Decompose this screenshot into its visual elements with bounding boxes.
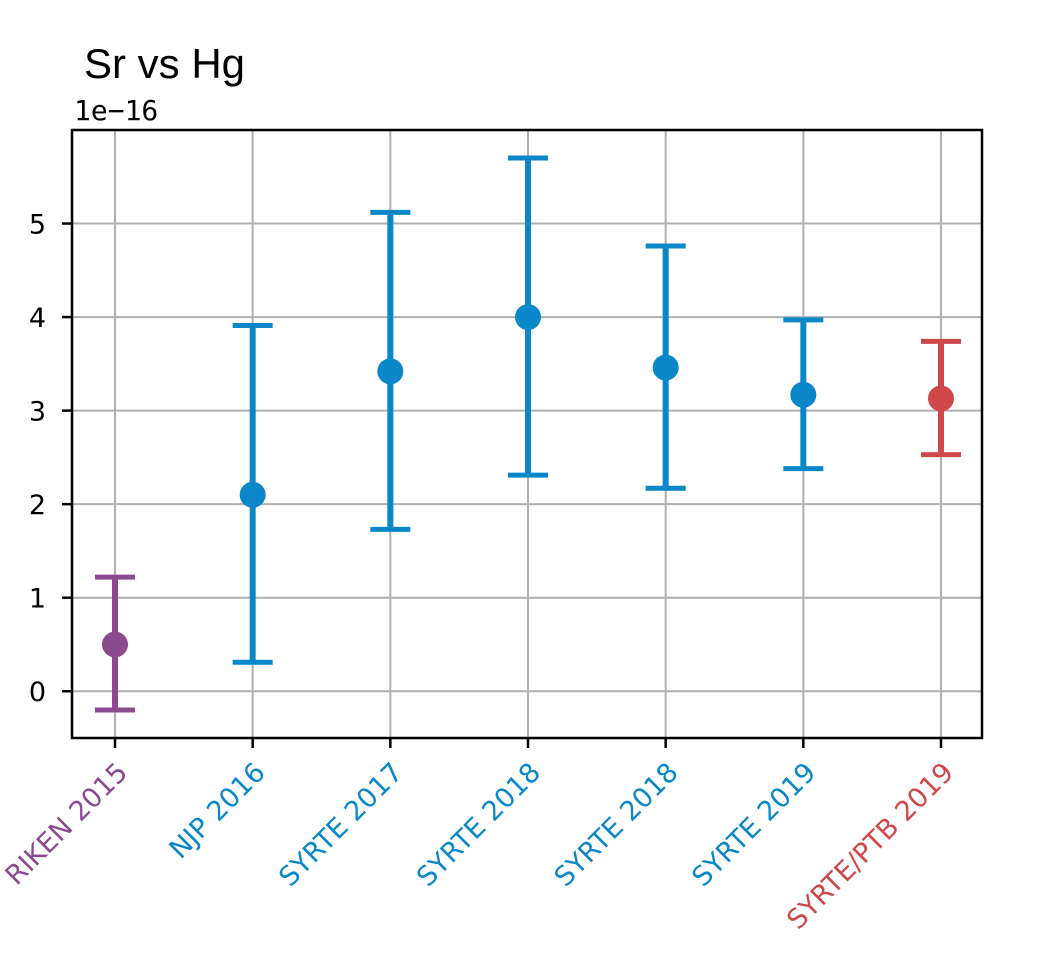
y-tick-label: 1 (29, 584, 46, 615)
data-point (239, 481, 266, 508)
x-axis: RIKEN 2015 NJP 2016 SYRTE 2017 SYRTE 2018 SY… (0, 738, 960, 936)
data-series (95, 155, 961, 713)
data-point (377, 358, 404, 385)
chart-title: Sr vs Hg (84, 40, 245, 87)
x-tick-label: SYRTE 2017 (273, 757, 409, 893)
y-axis: 0 1 2 3 4 5 (29, 210, 72, 708)
x-tick-label: SYRTE 2019 (686, 757, 822, 893)
y-tick-label: 4 (29, 303, 46, 334)
y-tick-label: 2 (29, 490, 46, 521)
data-point (928, 385, 954, 412)
x-tick-label: SYRTE 2018 (411, 757, 547, 893)
plot-frame (70, 128, 984, 740)
x-tick-label: NJP 2016 (164, 757, 272, 865)
y-tick-label: 0 (29, 677, 46, 708)
y-offset-label: 1e−16 (74, 94, 158, 127)
data-point (790, 381, 817, 408)
data-point (515, 304, 541, 331)
y-tick-label: 5 (29, 210, 46, 241)
x-tick-label: RIKEN 2015 (0, 757, 134, 891)
x-tick-label: SYRTE 2018 (549, 757, 685, 893)
data-point (102, 631, 128, 658)
y-tick-label: 3 (29, 397, 46, 428)
data-point (652, 354, 679, 381)
